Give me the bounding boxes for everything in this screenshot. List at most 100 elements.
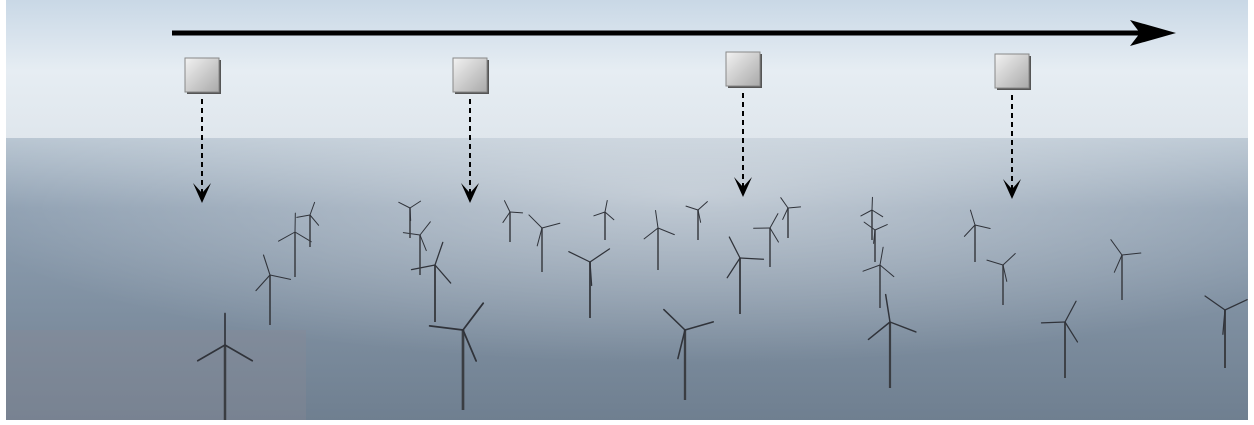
turbine-blade [871, 209, 884, 218]
turbine [860, 196, 884, 240]
turbine-blade [503, 200, 511, 213]
turbine-blade [409, 207, 412, 222]
turbine [428, 302, 485, 410]
turbine-blade [697, 201, 708, 211]
turbine [663, 308, 715, 400]
turbine-blade [224, 344, 254, 362]
turbine-blade [780, 197, 789, 209]
marker [452, 57, 489, 203]
turbine [643, 210, 675, 270]
marker-box [994, 53, 1030, 89]
turbine [963, 209, 991, 262]
turbine-blade [685, 205, 699, 211]
turbine-blade [663, 308, 686, 331]
arrow-head [1130, 20, 1176, 46]
turbine-blade [1002, 264, 1008, 282]
turbine-blade [684, 321, 715, 331]
turbine-blade [677, 329, 686, 360]
turbine-blade [1110, 239, 1123, 256]
turbine-blade [963, 224, 976, 237]
turbine-blade [277, 231, 296, 242]
turbine-blade [879, 264, 895, 278]
marker [725, 51, 762, 197]
turbine-blade [697, 209, 702, 223]
turbine-blade [434, 241, 444, 266]
turbine [277, 212, 312, 277]
turbine-blade [462, 302, 485, 331]
turbine [986, 253, 1016, 305]
turbine-blade [769, 227, 779, 243]
turbine [528, 214, 561, 272]
turbine [568, 248, 611, 318]
turbine-blade [255, 274, 271, 292]
turbine-blade [509, 211, 524, 214]
turbine-blade [398, 201, 411, 209]
turbine-blade [589, 248, 611, 263]
turbine-blade [884, 293, 891, 323]
turbine [296, 201, 320, 247]
turbine [196, 312, 254, 420]
dashed-arrow-head [193, 183, 211, 203]
turbine-blade [1224, 299, 1248, 311]
markers [184, 51, 1031, 203]
turbine-blade [309, 201, 316, 216]
turbine-blade [879, 246, 884, 266]
turbine [593, 199, 615, 240]
turbine [502, 200, 524, 242]
turbine-blade [593, 211, 606, 217]
turbine [753, 213, 779, 267]
turbine-blade [541, 222, 561, 229]
sea-shadow [6, 330, 306, 420]
turbine-blade [726, 257, 741, 279]
turbine-blade [863, 221, 876, 231]
marker-box [725, 51, 761, 87]
turbine-blade [1222, 309, 1226, 335]
turbine-blade [428, 325, 464, 331]
turbine-blade [889, 321, 917, 333]
turbine-blade [604, 211, 615, 221]
turbine-blade [536, 227, 543, 247]
turbine-blade [860, 209, 873, 217]
turbine [726, 236, 765, 314]
turbine-blade [986, 259, 1004, 266]
turbine [862, 246, 895, 308]
turbine-blade [1121, 252, 1142, 256]
turbine [863, 221, 888, 262]
turbine-blade [1113, 254, 1123, 273]
turbine [867, 293, 917, 388]
turbine-blade [262, 254, 271, 276]
turbine-blade [502, 211, 511, 223]
turbine-blade [419, 221, 431, 236]
turbine [1204, 295, 1248, 368]
turbine-blade [874, 224, 888, 231]
turbine-blade [462, 329, 478, 362]
turbine-blade [1002, 253, 1016, 266]
turbine [398, 200, 422, 238]
turbine-blade [309, 214, 320, 226]
turbine-blade [1204, 295, 1226, 311]
marker [184, 57, 221, 203]
turbine-blade [1064, 300, 1077, 323]
turbine-blade [655, 210, 659, 229]
turbine-blade [1040, 321, 1066, 324]
dashed-arrow-head [734, 177, 752, 197]
dashed-arrow-head [1003, 179, 1021, 199]
turbine-blade [528, 214, 543, 229]
sea-glare [6, 138, 1248, 420]
turbine-blade [294, 231, 312, 243]
turbine-blade [873, 229, 876, 244]
turbine-blade [787, 206, 802, 209]
turbine-blade [974, 224, 991, 229]
turbine-blade [409, 200, 422, 209]
turbine-blade [589, 261, 593, 287]
turbine-blade [410, 264, 436, 271]
turbine-blade [1064, 321, 1079, 343]
turbine [402, 221, 431, 275]
turbine [255, 254, 292, 325]
turbine-blade [769, 213, 779, 229]
turbine-blade [604, 199, 608, 213]
turbine-blade [643, 227, 659, 240]
turbine-blade [568, 251, 591, 263]
